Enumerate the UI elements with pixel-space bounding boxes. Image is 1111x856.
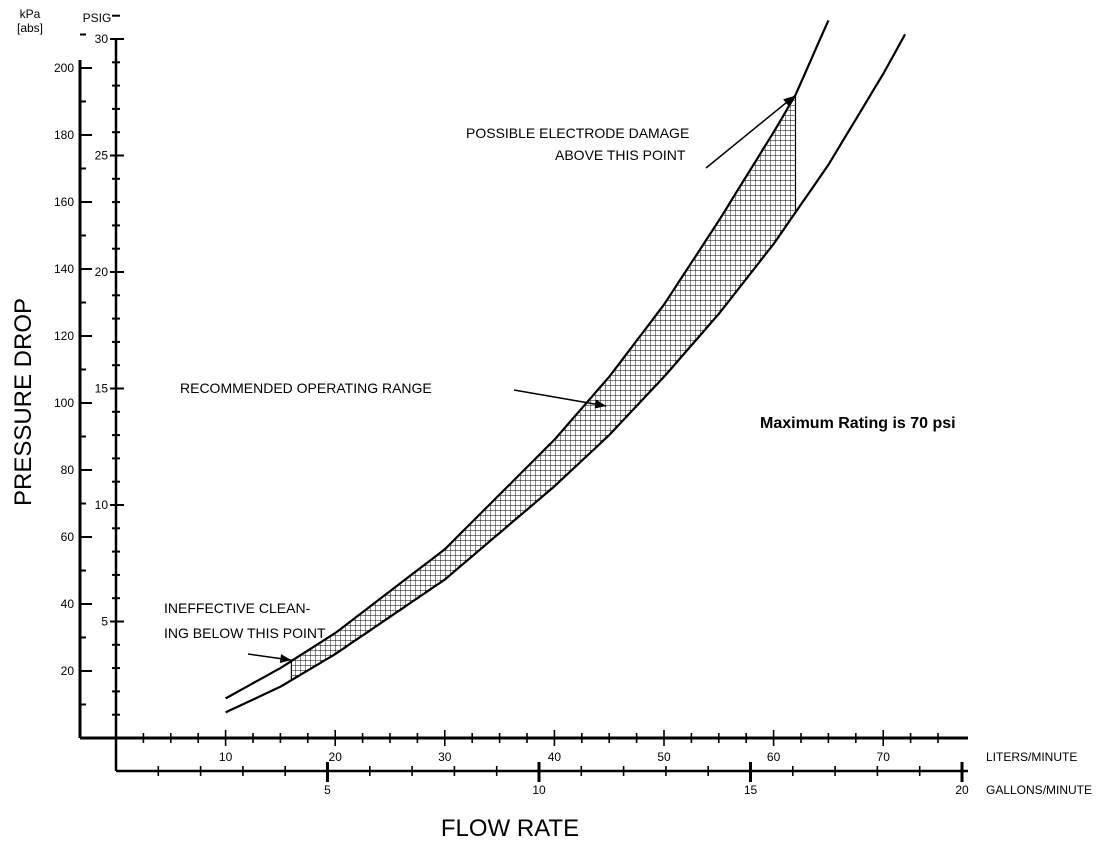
operating-range-annotation: RECOMMENDED OPERATING RANGE bbox=[180, 380, 432, 396]
psig-tick-label: 20 bbox=[95, 265, 109, 279]
lpm-tick-label: 70 bbox=[877, 750, 891, 764]
kpa-tick-label: 100 bbox=[54, 396, 74, 410]
kpa-tick-label: 200 bbox=[54, 61, 74, 75]
psig-tick-label: 30 bbox=[95, 32, 109, 46]
lpm-tick-label: 10 bbox=[219, 750, 233, 764]
lpm-tick-label: 40 bbox=[548, 750, 562, 764]
operating-range-arrow-head bbox=[594, 399, 607, 409]
ineffective-cleaning-annotation-line1: INEFFECTIVE CLEAN- bbox=[164, 600, 311, 616]
electrode-damage-arrow-head bbox=[783, 95, 795, 107]
ineffective-cleaning-annotation-line2: ING BELOW THIS POINT bbox=[164, 625, 326, 641]
operating-range-arrow-line bbox=[513, 389, 607, 407]
psig-tick-label: 5 bbox=[101, 615, 108, 629]
electrode-damage-arrow-line bbox=[705, 95, 795, 169]
kpa-unit-label: kPa bbox=[20, 7, 41, 21]
arrow-layer bbox=[247, 95, 795, 664]
lower-boundary-curve bbox=[225, 33, 907, 714]
gpm-tick-label: 20 bbox=[955, 783, 969, 797]
kpa-tick-label: 80 bbox=[61, 463, 75, 477]
maximum-rating-note: Maximum Rating is 70 psi bbox=[760, 415, 956, 432]
tick-layer: 20 40 60 80 100 120 140 160 180 200 5 10 15 20 25 30 10 2… bbox=[54, 14, 969, 797]
psig-tick-label: 10 bbox=[95, 498, 109, 512]
psig-unit-label: PSIG bbox=[83, 11, 112, 25]
gpm-tick-label: 15 bbox=[744, 783, 758, 797]
kpa-tick-label: 40 bbox=[61, 597, 75, 611]
electrode-damage-annotation-line2: ABOVE THIS POINT bbox=[555, 147, 686, 163]
kpa-tick-label: 140 bbox=[54, 262, 74, 276]
psig-tick-label: 15 bbox=[95, 382, 109, 396]
lpm-tick-label: 50 bbox=[657, 750, 671, 764]
kpa-unit-sublabel: [abs] bbox=[17, 21, 43, 35]
ineffective-cleaning-arrow-head bbox=[279, 654, 292, 664]
curve-layer bbox=[225, 19, 907, 714]
y-axis-title: PRESSURE DROP bbox=[10, 298, 37, 506]
kpa-tick-label: 60 bbox=[61, 530, 75, 544]
gpm-tick-label: 10 bbox=[532, 783, 546, 797]
electrode-damage-annotation-line1: POSSIBLE ELECTRODE DAMAGE bbox=[466, 125, 689, 141]
kpa-tick-label: 120 bbox=[54, 329, 74, 343]
lpm-tick-label: 20 bbox=[329, 750, 343, 764]
lpm-tick-label: 30 bbox=[438, 750, 452, 764]
lpm-unit-label: LITERS/MINUTE bbox=[986, 750, 1077, 764]
kpa-tick-label: 180 bbox=[54, 128, 74, 142]
x-axis-title: FLOW RATE bbox=[441, 815, 579, 842]
lpm-tick-label: 60 bbox=[767, 750, 781, 764]
psig-tick-label: 25 bbox=[95, 149, 109, 163]
gpm-tick-label: 5 bbox=[324, 783, 331, 797]
kpa-tick-label: 160 bbox=[54, 195, 74, 209]
upper-boundary-curve bbox=[225, 19, 830, 700]
kpa-tick-label: 20 bbox=[61, 664, 75, 678]
gpm-unit-label: GALLONS/MINUTE bbox=[986, 783, 1092, 797]
